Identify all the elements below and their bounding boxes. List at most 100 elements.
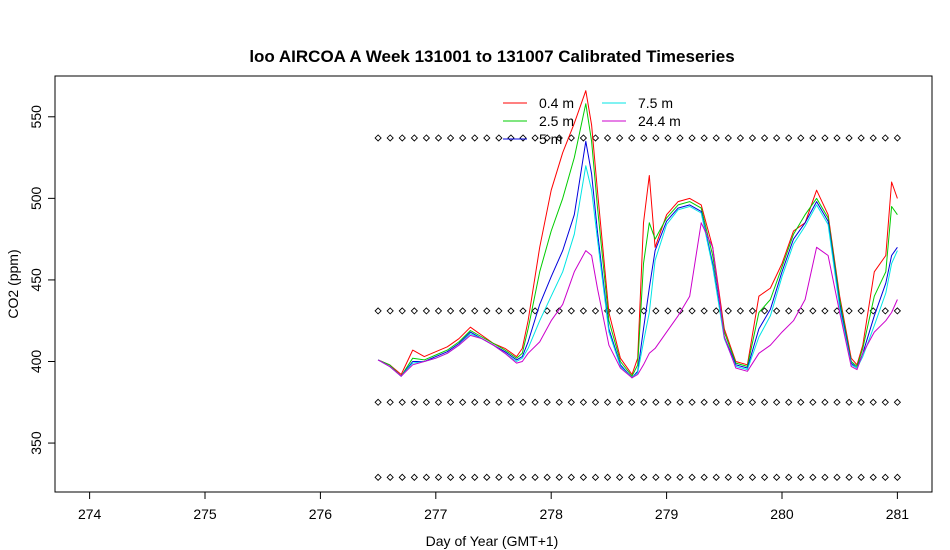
marker-point	[821, 473, 829, 481]
marker-point	[712, 307, 720, 315]
marker-point	[543, 134, 551, 142]
marker-point	[567, 398, 575, 406]
marker-point	[688, 134, 696, 142]
marker-point	[483, 398, 491, 406]
chart-title: loo AIRCOA A Week 131001 to 131007 Calib…	[249, 47, 734, 66]
marker-point	[809, 473, 817, 481]
marker-point	[676, 134, 684, 142]
y-axis-label: CO2 (ppm)	[5, 249, 21, 318]
marker-point	[628, 398, 636, 406]
marker-point	[652, 134, 660, 142]
x-tick-label: 276	[309, 506, 333, 522]
marker-point	[495, 398, 503, 406]
marker-point	[555, 307, 563, 315]
marker-point	[410, 398, 418, 406]
marker-point	[579, 134, 588, 142]
marker-point	[519, 134, 527, 142]
marker-point	[857, 134, 865, 142]
marker-point	[869, 398, 877, 406]
marker-point	[386, 307, 394, 315]
marker-point	[386, 398, 394, 406]
x-tick-label: 280	[770, 506, 794, 522]
x-axis: 274 275 276 277 278 279 280 281	[78, 492, 909, 522]
legend-label: 0.4 m	[539, 95, 574, 111]
marker-point	[591, 398, 600, 406]
marker-rows	[374, 134, 902, 481]
marker-point	[434, 473, 443, 481]
marker-point	[760, 473, 769, 481]
series-line-2	[377, 140, 898, 379]
marker-point	[422, 398, 431, 406]
marker-point	[446, 473, 455, 481]
marker-point	[579, 398, 588, 406]
marker-point	[869, 134, 877, 142]
marker-point	[797, 134, 805, 142]
marker-point	[688, 398, 696, 406]
marker-point	[483, 473, 491, 481]
marker-point	[809, 307, 817, 315]
legend-label: 5 m	[539, 131, 562, 147]
marker-point	[567, 473, 575, 481]
marker-point	[700, 473, 708, 481]
marker-point	[772, 307, 781, 315]
marker-point	[772, 134, 781, 142]
marker-point	[724, 307, 732, 315]
marker-point	[446, 398, 455, 406]
marker-point	[640, 473, 648, 481]
series-line-0	[377, 90, 898, 375]
marker-point	[797, 473, 805, 481]
marker-point	[434, 307, 443, 315]
marker-point	[374, 473, 382, 481]
marker-point	[410, 307, 418, 315]
legend: 0.4 m 2.5 m 5 m 7.5 m 24.4 m	[503, 95, 681, 147]
marker-point	[615, 473, 624, 481]
marker-point	[434, 398, 443, 406]
marker-point	[398, 398, 406, 406]
marker-point	[785, 398, 793, 406]
marker-point	[833, 398, 841, 406]
marker-point	[459, 398, 467, 406]
marker-point	[688, 307, 696, 315]
marker-point	[459, 473, 467, 481]
marker-point	[712, 398, 720, 406]
marker-point	[628, 307, 636, 315]
marker-point	[628, 473, 636, 481]
marker-point	[615, 134, 624, 142]
marker-point	[374, 307, 382, 315]
marker-point	[821, 134, 829, 142]
marker-point	[555, 473, 563, 481]
marker-point	[543, 473, 551, 481]
marker-point	[603, 398, 612, 406]
marker-point	[483, 134, 491, 142]
x-tick-label: 279	[655, 506, 679, 522]
marker-point	[845, 307, 853, 315]
marker-point	[736, 473, 745, 481]
marker-point	[821, 307, 829, 315]
marker-point	[398, 473, 406, 481]
y-tick-label: 400	[28, 350, 44, 374]
marker-point	[434, 134, 443, 142]
marker-point	[748, 398, 757, 406]
marker-point	[893, 307, 902, 315]
marker-point	[821, 398, 829, 406]
marker-point	[724, 134, 732, 142]
marker-point	[398, 307, 406, 315]
marker-point	[555, 398, 563, 406]
marker-point	[881, 134, 889, 142]
legend-label: 24.4 m	[638, 113, 681, 129]
marker-point	[579, 307, 588, 315]
marker-point	[543, 398, 551, 406]
marker-point	[700, 307, 708, 315]
y-axis: 350 400 450 500 550	[28, 105, 55, 455]
marker-point	[410, 473, 418, 481]
y-tick-label: 500	[28, 186, 44, 210]
marker-point	[507, 473, 515, 481]
marker-point	[712, 473, 720, 481]
marker-point	[797, 307, 805, 315]
marker-point	[652, 473, 660, 481]
marker-point	[398, 134, 406, 142]
x-tick-label: 281	[886, 506, 910, 522]
marker-point	[507, 307, 515, 315]
marker-point	[785, 134, 793, 142]
